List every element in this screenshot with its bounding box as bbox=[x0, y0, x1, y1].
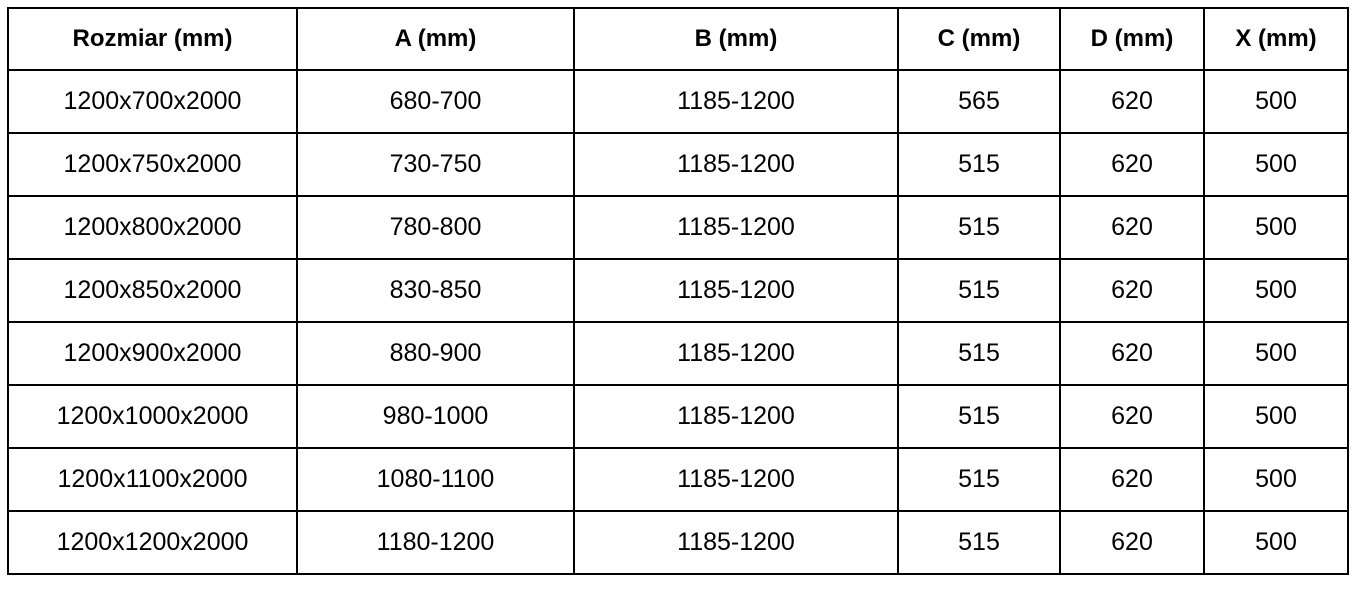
cell-c: 515 bbox=[897, 132, 1061, 197]
cell-a: 780-800 bbox=[296, 195, 575, 260]
column-header-b: B (mm) bbox=[573, 7, 899, 71]
cell-d: 620 bbox=[1059, 447, 1205, 512]
table-row: 1200x700x2000 680-700 1185-1200 565 620 500 bbox=[7, 69, 1349, 134]
header-row: Rozmiar (mm) A (mm) B (mm) C (mm) D (mm) X (m… bbox=[7, 7, 1349, 71]
cell-a: 680-700 bbox=[296, 69, 575, 134]
cell-a: 1180-1200 bbox=[296, 510, 575, 575]
cell-x: 500 bbox=[1203, 258, 1349, 323]
cell-a: 730-750 bbox=[296, 132, 575, 197]
cell-size: 1200x1100x2000 bbox=[7, 447, 298, 512]
table-row: 1200x800x2000 780-800 1185-1200 515 620 500 bbox=[7, 195, 1349, 260]
cell-c: 515 bbox=[897, 510, 1061, 575]
cell-b: 1185-1200 bbox=[573, 195, 899, 260]
cell-c: 515 bbox=[897, 447, 1061, 512]
table-row: 1200x1200x2000 1180-1200 1185-1200 515 620 50… bbox=[7, 510, 1349, 575]
cell-c: 515 bbox=[897, 195, 1061, 260]
cell-x: 500 bbox=[1203, 132, 1349, 197]
cell-a: 880-900 bbox=[296, 321, 575, 386]
cell-b: 1185-1200 bbox=[573, 321, 899, 386]
cell-d: 620 bbox=[1059, 384, 1205, 449]
column-header-d: D (mm) bbox=[1059, 7, 1205, 71]
cell-size: 1200x700x2000 bbox=[7, 69, 298, 134]
cell-b: 1185-1200 bbox=[573, 132, 899, 197]
cell-x: 500 bbox=[1203, 510, 1349, 575]
cell-size: 1200x1000x2000 bbox=[7, 384, 298, 449]
cell-a: 980-1000 bbox=[296, 384, 575, 449]
cell-x: 500 bbox=[1203, 321, 1349, 386]
column-header-c: C (mm) bbox=[897, 7, 1061, 71]
cell-size: 1200x750x2000 bbox=[7, 132, 298, 197]
cell-b: 1185-1200 bbox=[573, 69, 899, 134]
cell-b: 1185-1200 bbox=[573, 447, 899, 512]
column-header-a: A (mm) bbox=[296, 7, 575, 71]
cell-c: 515 bbox=[897, 258, 1061, 323]
column-header-x: X (mm) bbox=[1203, 7, 1349, 71]
cell-d: 620 bbox=[1059, 258, 1205, 323]
cell-d: 620 bbox=[1059, 321, 1205, 386]
cell-a: 830-850 bbox=[296, 258, 575, 323]
cell-x: 500 bbox=[1203, 447, 1349, 512]
cell-size: 1200x850x2000 bbox=[7, 258, 298, 323]
cell-size: 1200x1200x2000 bbox=[7, 510, 298, 575]
dimensions-table: Rozmiar (mm) A (mm) B (mm) C (mm) D (mm) X (m… bbox=[7, 7, 1349, 575]
table-row: 1200x900x2000 880-900 1185-1200 515 620 500 bbox=[7, 321, 1349, 386]
cell-size: 1200x800x2000 bbox=[7, 195, 298, 260]
cell-d: 620 bbox=[1059, 69, 1205, 134]
cell-d: 620 bbox=[1059, 132, 1205, 197]
table-row: 1200x1100x2000 1080-1100 1185-1200 515 620 50… bbox=[7, 447, 1349, 512]
cell-a: 1080-1100 bbox=[296, 447, 575, 512]
cell-c: 515 bbox=[897, 321, 1061, 386]
cell-b: 1185-1200 bbox=[573, 258, 899, 323]
cell-c: 565 bbox=[897, 69, 1061, 134]
cell-b: 1185-1200 bbox=[573, 510, 899, 575]
table-row: 1200x1000x2000 980-1000 1185-1200 515 620 500 bbox=[7, 384, 1349, 449]
cell-c: 515 bbox=[897, 384, 1061, 449]
cell-size: 1200x900x2000 bbox=[7, 321, 298, 386]
table-row: 1200x850x2000 830-850 1185-1200 515 620 500 bbox=[7, 258, 1349, 323]
column-header-size: Rozmiar (mm) bbox=[7, 7, 298, 71]
cell-x: 500 bbox=[1203, 195, 1349, 260]
cell-x: 500 bbox=[1203, 69, 1349, 134]
table-row: 1200x750x2000 730-750 1185-1200 515 620 500 bbox=[7, 132, 1349, 197]
cell-d: 620 bbox=[1059, 510, 1205, 575]
cell-d: 620 bbox=[1059, 195, 1205, 260]
cell-x: 500 bbox=[1203, 384, 1349, 449]
cell-b: 1185-1200 bbox=[573, 384, 899, 449]
